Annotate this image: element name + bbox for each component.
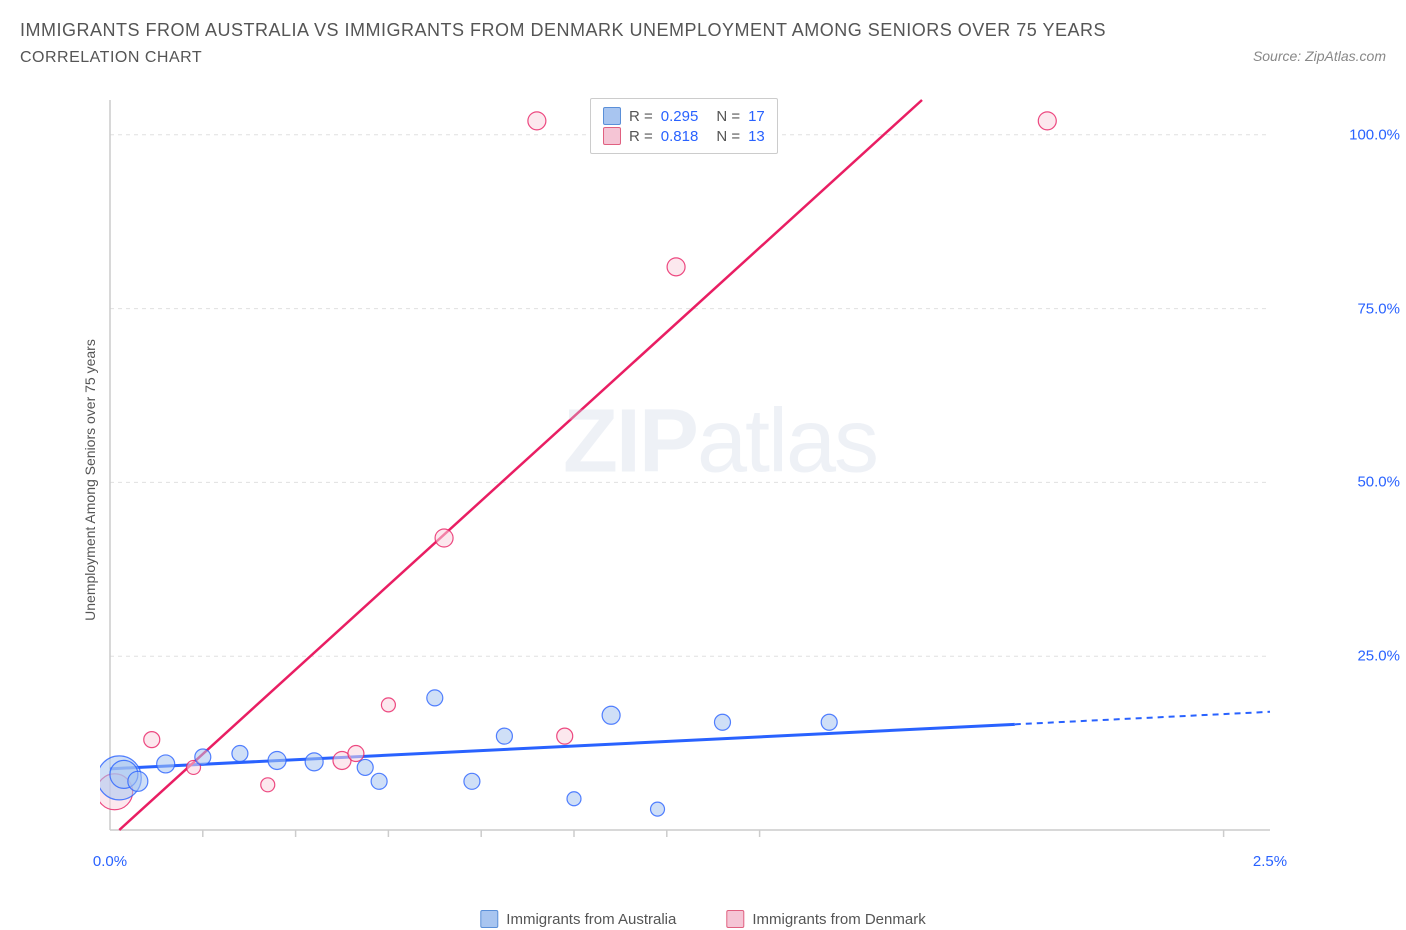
- x-tick-label: 0.0%: [93, 853, 127, 870]
- legend-swatch-australia: [480, 910, 498, 928]
- y-axis-label: Unemployment Among Seniors over 75 years: [82, 339, 98, 621]
- swatch-denmark: [603, 127, 621, 145]
- chart-title: IMMIGRANTS FROM AUSTRALIA VS IMMIGRANTS …: [20, 20, 1386, 41]
- stats-row-denmark: R = 0.818 N = 13: [603, 127, 765, 145]
- source-attribution: Source: ZipAtlas.com: [1253, 48, 1386, 64]
- stats-box: R = 0.295 N = 17 R = 0.818 N = 13: [590, 98, 778, 154]
- y-tick-label: 25.0%: [1357, 648, 1400, 665]
- swatch-australia: [603, 107, 621, 125]
- y-tick-label: 75.0%: [1357, 300, 1400, 317]
- chart-subtitle: CORRELATION CHART: [20, 49, 1386, 67]
- stats-row-australia: R = 0.295 N = 17: [603, 107, 765, 125]
- x-tick-label: 2.5%: [1253, 853, 1287, 870]
- legend-item-australia: Immigrants from Australia: [480, 910, 676, 928]
- legend-item-denmark: Immigrants from Denmark: [726, 910, 925, 928]
- chart-area: Unemployment Among Seniors over 75 years…: [70, 95, 1340, 865]
- scatter-chart-svg: [100, 95, 1340, 865]
- legend: Immigrants from Australia Immigrants fro…: [480, 910, 925, 928]
- y-tick-label: 50.0%: [1357, 474, 1400, 491]
- legend-label-denmark: Immigrants from Denmark: [752, 911, 925, 928]
- y-tick-label: 100.0%: [1349, 126, 1400, 143]
- plot-region: ZIPatlas R = 0.295 N = 17 R = 0.818 N = …: [100, 95, 1340, 865]
- legend-label-australia: Immigrants from Australia: [506, 911, 676, 928]
- legend-swatch-denmark: [726, 910, 744, 928]
